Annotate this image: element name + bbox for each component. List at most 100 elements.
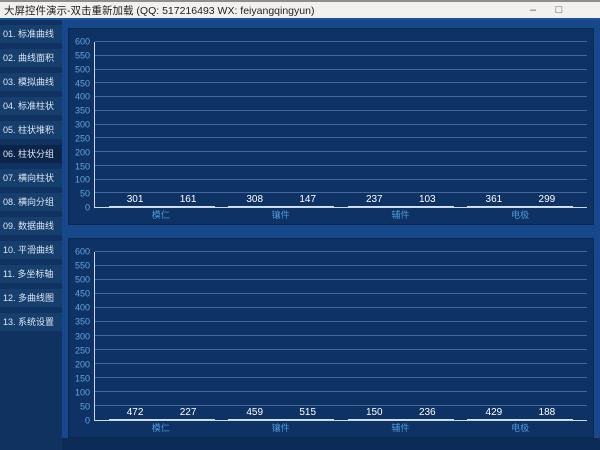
bar-value-label: 161 [179,194,197,205]
y-tick-label: 350 [74,316,90,327]
y-tick-label: 600 [74,246,90,257]
y-tick-label: 50 [79,401,90,412]
grid-line [95,251,587,252]
bar-group-b: 515 [281,407,335,420]
sidebar-item-09[interactable]: 09. 数据曲线 [0,217,62,235]
grid-line [95,192,587,194]
sidebar-item-05[interactable]: 05. 柱状堆积 [0,121,62,139]
bar-groups: 472 227 459 515 150 236 429 188 [95,252,587,420]
bar-group-b: 147 [281,194,335,207]
y-tick-label: 0 [84,202,90,213]
sidebar-item-13[interactable]: 13. 系统设置 [0,313,62,331]
y-tick-label: 450 [74,78,90,88]
bar-group-b: 161 [161,194,215,207]
grid-line [95,377,587,378]
bar-group-a: 459 [228,407,282,420]
bar-group-电极: 429 188 [467,407,574,420]
window-titlebar[interactable]: 大屏控件演示-双击重新加载 (QQ: 517216493 WX: feiyang… [0,0,600,18]
plot-area: 472 227 459 515 150 236 429 188 [94,251,587,421]
chart-plot-row: 0 50 100 150 200 250 300 350 400 450 500 550 600 301 1… [69,37,587,212]
y-tick-label: 0 [84,415,90,426]
bar-value-label: 227 [179,407,197,418]
bar-group-a: 361 [467,194,521,207]
y-tick-label: 100 [74,387,90,398]
grid-line [95,279,587,280]
sidebar-item-11[interactable]: 11. 多坐标轴 [0,265,62,283]
y-tick-label: 450 [74,288,90,299]
y-tick-label: 250 [74,345,90,356]
sidebar-item-12[interactable]: 12. 多曲线图 [0,289,62,307]
grid-line [95,68,587,70]
grid-line [95,307,587,308]
grid-line [95,405,587,406]
bar-value-label: 236 [418,407,436,418]
window-top-accent [0,18,600,20]
bar-group-b: 227 [161,407,215,420]
minimize-icon[interactable]: – [529,4,537,16]
grid-line [95,335,587,336]
grid-line [95,123,587,125]
bar-group-模仁: 301 161 [108,194,215,207]
sidebar-item-10[interactable]: 10. 平滑曲线 [0,241,62,259]
y-tick-label: 300 [74,331,90,341]
sidebar: 01. 标准曲线 02. 曲线面积 03. 模拟曲线 04. 标准柱状 05. 柱状堆积… [0,20,62,450]
bar-group-电极: 361 299 [467,194,574,207]
bar-value-label: 308 [246,194,264,205]
bar-value-label: 237 [365,194,383,205]
grid-line [95,265,587,266]
grid-line [95,178,587,180]
y-tick-label: 150 [74,373,90,384]
bar-value-label: 459 [246,407,264,418]
grid-line [95,54,587,56]
bar-value-label: 147 [299,194,317,205]
y-tick-label: 500 [74,274,90,285]
window-title: 大屏控件演示-双击重新加载 (QQ: 517216493 WX: feiyang… [4,4,315,17]
bar-group-a: 301 [108,194,162,207]
y-tick-label: 200 [74,359,90,370]
sidebar-item-08[interactable]: 08. 横向分组 [0,193,62,211]
grid-line [95,321,587,322]
chart-panel-bottom: 0 50 100 150 200 250 300 350 400 450 500 550 600 472 2… [68,238,594,438]
grid-line [95,96,587,97]
bar-group-辅件: 150 236 [347,407,454,420]
sidebar-item-04[interactable]: 04. 标准柱状 [0,97,62,115]
bar-value-label: 150 [365,407,383,418]
x-axis-labels: 模仁 镶件 辅件 电极 [94,421,587,434]
grid-line [95,151,587,152]
sidebar-item-01[interactable]: 01. 标准曲线 [0,25,62,43]
y-tick-label: 200 [74,147,90,158]
bar-group-镶件: 459 515 [228,407,335,420]
bar-group-镶件: 308 147 [228,194,335,207]
grid-line [95,164,587,166]
grid-line [95,41,587,42]
sidebar-item-07[interactable]: 07. 横向柱状 [0,169,62,187]
y-tick-label: 500 [74,64,90,75]
y-tick-label: 350 [74,105,90,116]
chart-panel-top: 0 50 100 150 200 250 300 350 400 450 500 550 600 301 1… [68,28,594,225]
bar-value-label: 429 [485,407,503,418]
y-tick-label: 600 [74,36,90,47]
y-tick-label: 50 [79,188,90,199]
sidebar-item-03[interactable]: 03. 模拟曲线 [0,73,62,91]
x-axis-labels: 模仁 镶件 辅件 电极 [94,208,587,221]
bar-value-label: 301 [126,194,144,205]
bar-value-label: 515 [299,407,317,418]
y-tick-label: 400 [74,91,90,102]
x-category-label: 电极 [511,423,530,433]
sidebar-item-02[interactable]: 02. 曲线面积 [0,49,62,67]
bar-chart: 0 50 100 150 200 250 300 350 400 450 500 550 600 301 1… [69,29,593,224]
bar-group-a: 429 [467,407,521,420]
y-tick-label: 550 [74,50,90,61]
bar-group-辅件: 237 103 [347,194,454,207]
grid-line [95,293,587,294]
bar-group-b: 236 [400,407,454,420]
grid-line [95,109,587,111]
sidebar-item-06[interactable]: 06. 柱状分组 [0,145,62,163]
bar-value-label: 472 [126,407,144,418]
bar-group-b: 103 [400,194,454,207]
maximize-icon[interactable]: □ [555,4,563,16]
bar-value-label: 103 [418,194,436,205]
main-area[interactable]: 0 50 100 150 200 250 300 350 400 450 500 550 600 301 1… [62,20,600,450]
grid-line [95,363,587,364]
window-bottom-edge [62,438,600,450]
